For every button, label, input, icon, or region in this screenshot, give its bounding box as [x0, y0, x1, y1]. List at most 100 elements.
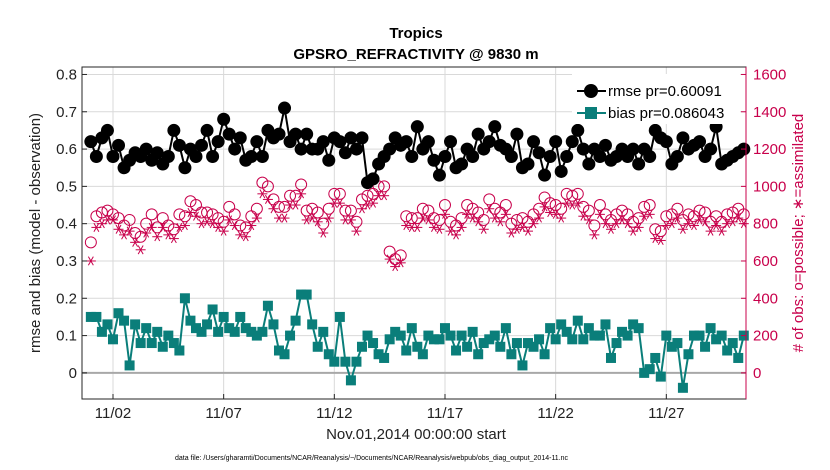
bias-point — [190, 323, 201, 334]
obs-assimilated-point — [157, 222, 168, 232]
y-right-tick-label: 200 — [753, 328, 778, 345]
obs-assimilated-stroke — [281, 213, 288, 223]
obs-assimilated-stroke — [287, 200, 293, 210]
bias-point — [727, 338, 738, 349]
rmse-point — [100, 123, 114, 137]
obs-assimilated-stroke — [508, 228, 515, 238]
obs-assimilated-stroke — [613, 219, 620, 229]
bias-point — [296, 289, 307, 300]
bias-point — [119, 315, 130, 326]
obs-assimilated-stroke — [276, 213, 282, 223]
bias-point — [412, 341, 423, 352]
x-axis-label: Nov.01,2014 00:00:00 start — [326, 426, 507, 443]
legend-bias-label: bias pr=0.086043 — [608, 105, 724, 122]
bias-point — [401, 345, 412, 356]
rmse-point — [211, 135, 225, 149]
bias-point — [207, 304, 218, 315]
bias-point — [451, 345, 462, 356]
bias-point — [130, 319, 141, 330]
rmse-point — [538, 168, 552, 182]
rmse-point — [510, 127, 524, 141]
obs-assimilated-point — [251, 213, 262, 223]
rmse-point — [383, 142, 397, 156]
obs-assimilated-point — [484, 204, 495, 214]
rmse-point — [693, 135, 707, 149]
obs-assimilated-stroke — [397, 258, 404, 268]
bias-point — [384, 334, 395, 345]
obs-assimilated-stroke — [646, 209, 653, 219]
chart-title: Tropics — [389, 25, 442, 42]
y-right-tick-label: 1400 — [753, 104, 786, 121]
obs-assimilated-point — [412, 222, 423, 232]
bias-point — [351, 356, 362, 367]
obs-assimilated-point — [168, 234, 179, 244]
rmse-point — [222, 127, 236, 141]
obs-possible-point — [322, 202, 335, 215]
y-axis-ticks: 0 0.1 0.2 0.3 0.4 0.5 0.6 0.7 0.8 — [56, 66, 87, 382]
obs-possible-point — [261, 180, 274, 193]
obs-assimilated-stroke — [98, 219, 105, 229]
obs-assimilated-stroke — [270, 204, 277, 214]
obs-possible-point — [555, 202, 568, 215]
obs-assimilated-point — [130, 237, 141, 247]
legend-rmse-label: rmse pr=0.60091 — [608, 83, 722, 100]
obs-assimilated-stroke — [519, 222, 526, 232]
obs-possible-point — [278, 200, 291, 213]
obs-assimilated-point — [711, 220, 722, 231]
obs-assimilated-point — [279, 213, 290, 223]
obs-possible-point — [173, 208, 186, 221]
obs-assimilated-point — [700, 217, 711, 227]
bias-point — [340, 356, 351, 367]
obs-assimilated-stroke — [464, 209, 471, 219]
obs-possible-point — [328, 187, 341, 200]
rmse-point — [455, 157, 469, 171]
obs-assimilated-point — [561, 198, 572, 208]
obs-assimilated-stroke — [115, 224, 122, 234]
obs-assimilated-stroke — [580, 211, 587, 221]
bias-point — [683, 349, 694, 360]
obs-possible-point — [416, 202, 429, 215]
bias-point — [185, 315, 196, 326]
rmse-point — [278, 101, 292, 115]
bias-point — [688, 330, 699, 341]
x-tick-label: 11/17 — [427, 405, 463, 422]
rmse-point — [178, 161, 192, 175]
obs-assimilated-stroke — [453, 230, 459, 240]
obs-assimilated-point — [495, 217, 506, 227]
obs-assimilated-stroke — [320, 228, 327, 238]
obs-assimilated-stroke — [729, 217, 736, 227]
obs-assimilated-point — [511, 224, 522, 234]
bias-point — [251, 330, 262, 341]
obs-possible-point — [477, 213, 490, 226]
obs-assimilated-stroke — [253, 213, 260, 223]
obs-possible-point — [201, 206, 214, 219]
y-tick-label: 0 — [69, 365, 77, 382]
bias-point — [362, 330, 373, 341]
y-tick-label: 0.7 — [56, 104, 77, 121]
bias-point — [179, 293, 190, 304]
y-tick-label: 0.8 — [56, 66, 77, 83]
obs-assimilated-stroke — [430, 222, 437, 232]
obs-assimilated-point — [539, 202, 550, 212]
rmse-point — [289, 127, 303, 141]
obs-assimilated-stroke — [170, 234, 177, 244]
obs-possible-point — [217, 215, 230, 228]
obs-assimilated-point — [334, 198, 345, 208]
y-tick-label: 0.2 — [56, 290, 77, 307]
obs-assimilated-point — [655, 235, 666, 246]
obs-assimilated-stroke — [331, 198, 338, 208]
obs-possible-point — [588, 219, 601, 232]
bias-point — [489, 330, 500, 341]
obs-assimilated-stroke — [663, 220, 670, 231]
rmse-point — [228, 142, 242, 156]
obs-assimilated-stroke — [608, 224, 614, 234]
obs-assimilated-stroke — [657, 235, 664, 246]
obs-possible-point — [333, 187, 346, 200]
obs-assimilated-point — [257, 189, 268, 199]
rmse-point — [366, 172, 380, 186]
obs-assimilated-stroke — [165, 230, 172, 240]
obs-assimilated-point — [218, 226, 229, 236]
obs-possible-point — [378, 180, 391, 193]
obs-assimilated-stroke — [436, 224, 443, 234]
bias-point — [163, 330, 174, 341]
